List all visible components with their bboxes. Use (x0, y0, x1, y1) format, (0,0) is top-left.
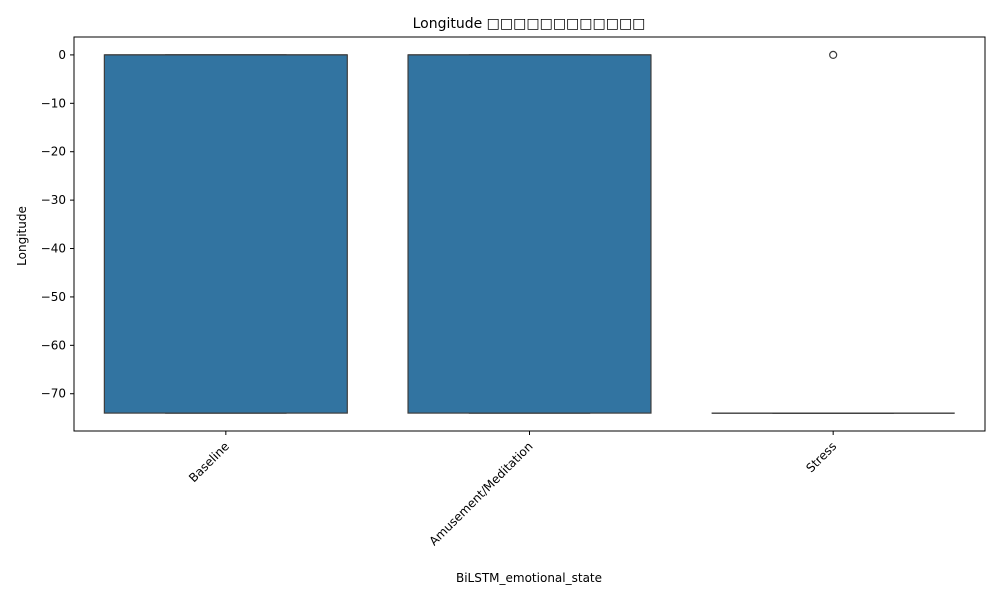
box-amusement-meditation (407, 54, 652, 414)
x-axis-label: BiLSTM_emotional_state (456, 571, 602, 585)
y-tick-label: 0 (58, 48, 66, 62)
chart-title: Longitude □□□□□□□□□□□□ (413, 16, 646, 32)
box-baseline (103, 54, 348, 414)
y-axis-label: Longitude (15, 206, 29, 266)
y-tick-label: −30 (41, 193, 66, 207)
x-axis: Baseline Amusement/Meditation Stress (186, 431, 839, 548)
box-group-stress (711, 50, 955, 414)
box-group-baseline (103, 54, 348, 414)
y-tick-label: −50 (41, 290, 66, 304)
x-tick-label: Baseline (186, 439, 232, 485)
y-tick-label: −40 (41, 242, 66, 256)
box-group-amusement-meditation (407, 54, 652, 414)
plot-area (103, 50, 955, 414)
x-tick-label: Amusement/Meditation (427, 439, 536, 548)
outlier-point (829, 50, 838, 60)
y-tick-label: −70 (41, 387, 66, 401)
y-tick-label: −60 (41, 338, 66, 352)
y-tick-label: −10 (41, 96, 66, 110)
x-tick-label: Stress (803, 439, 839, 475)
y-tick-label: −20 (41, 145, 66, 159)
y-axis: 0 −10 −20 −30 −40 −50 −60 −70 (41, 48, 74, 401)
